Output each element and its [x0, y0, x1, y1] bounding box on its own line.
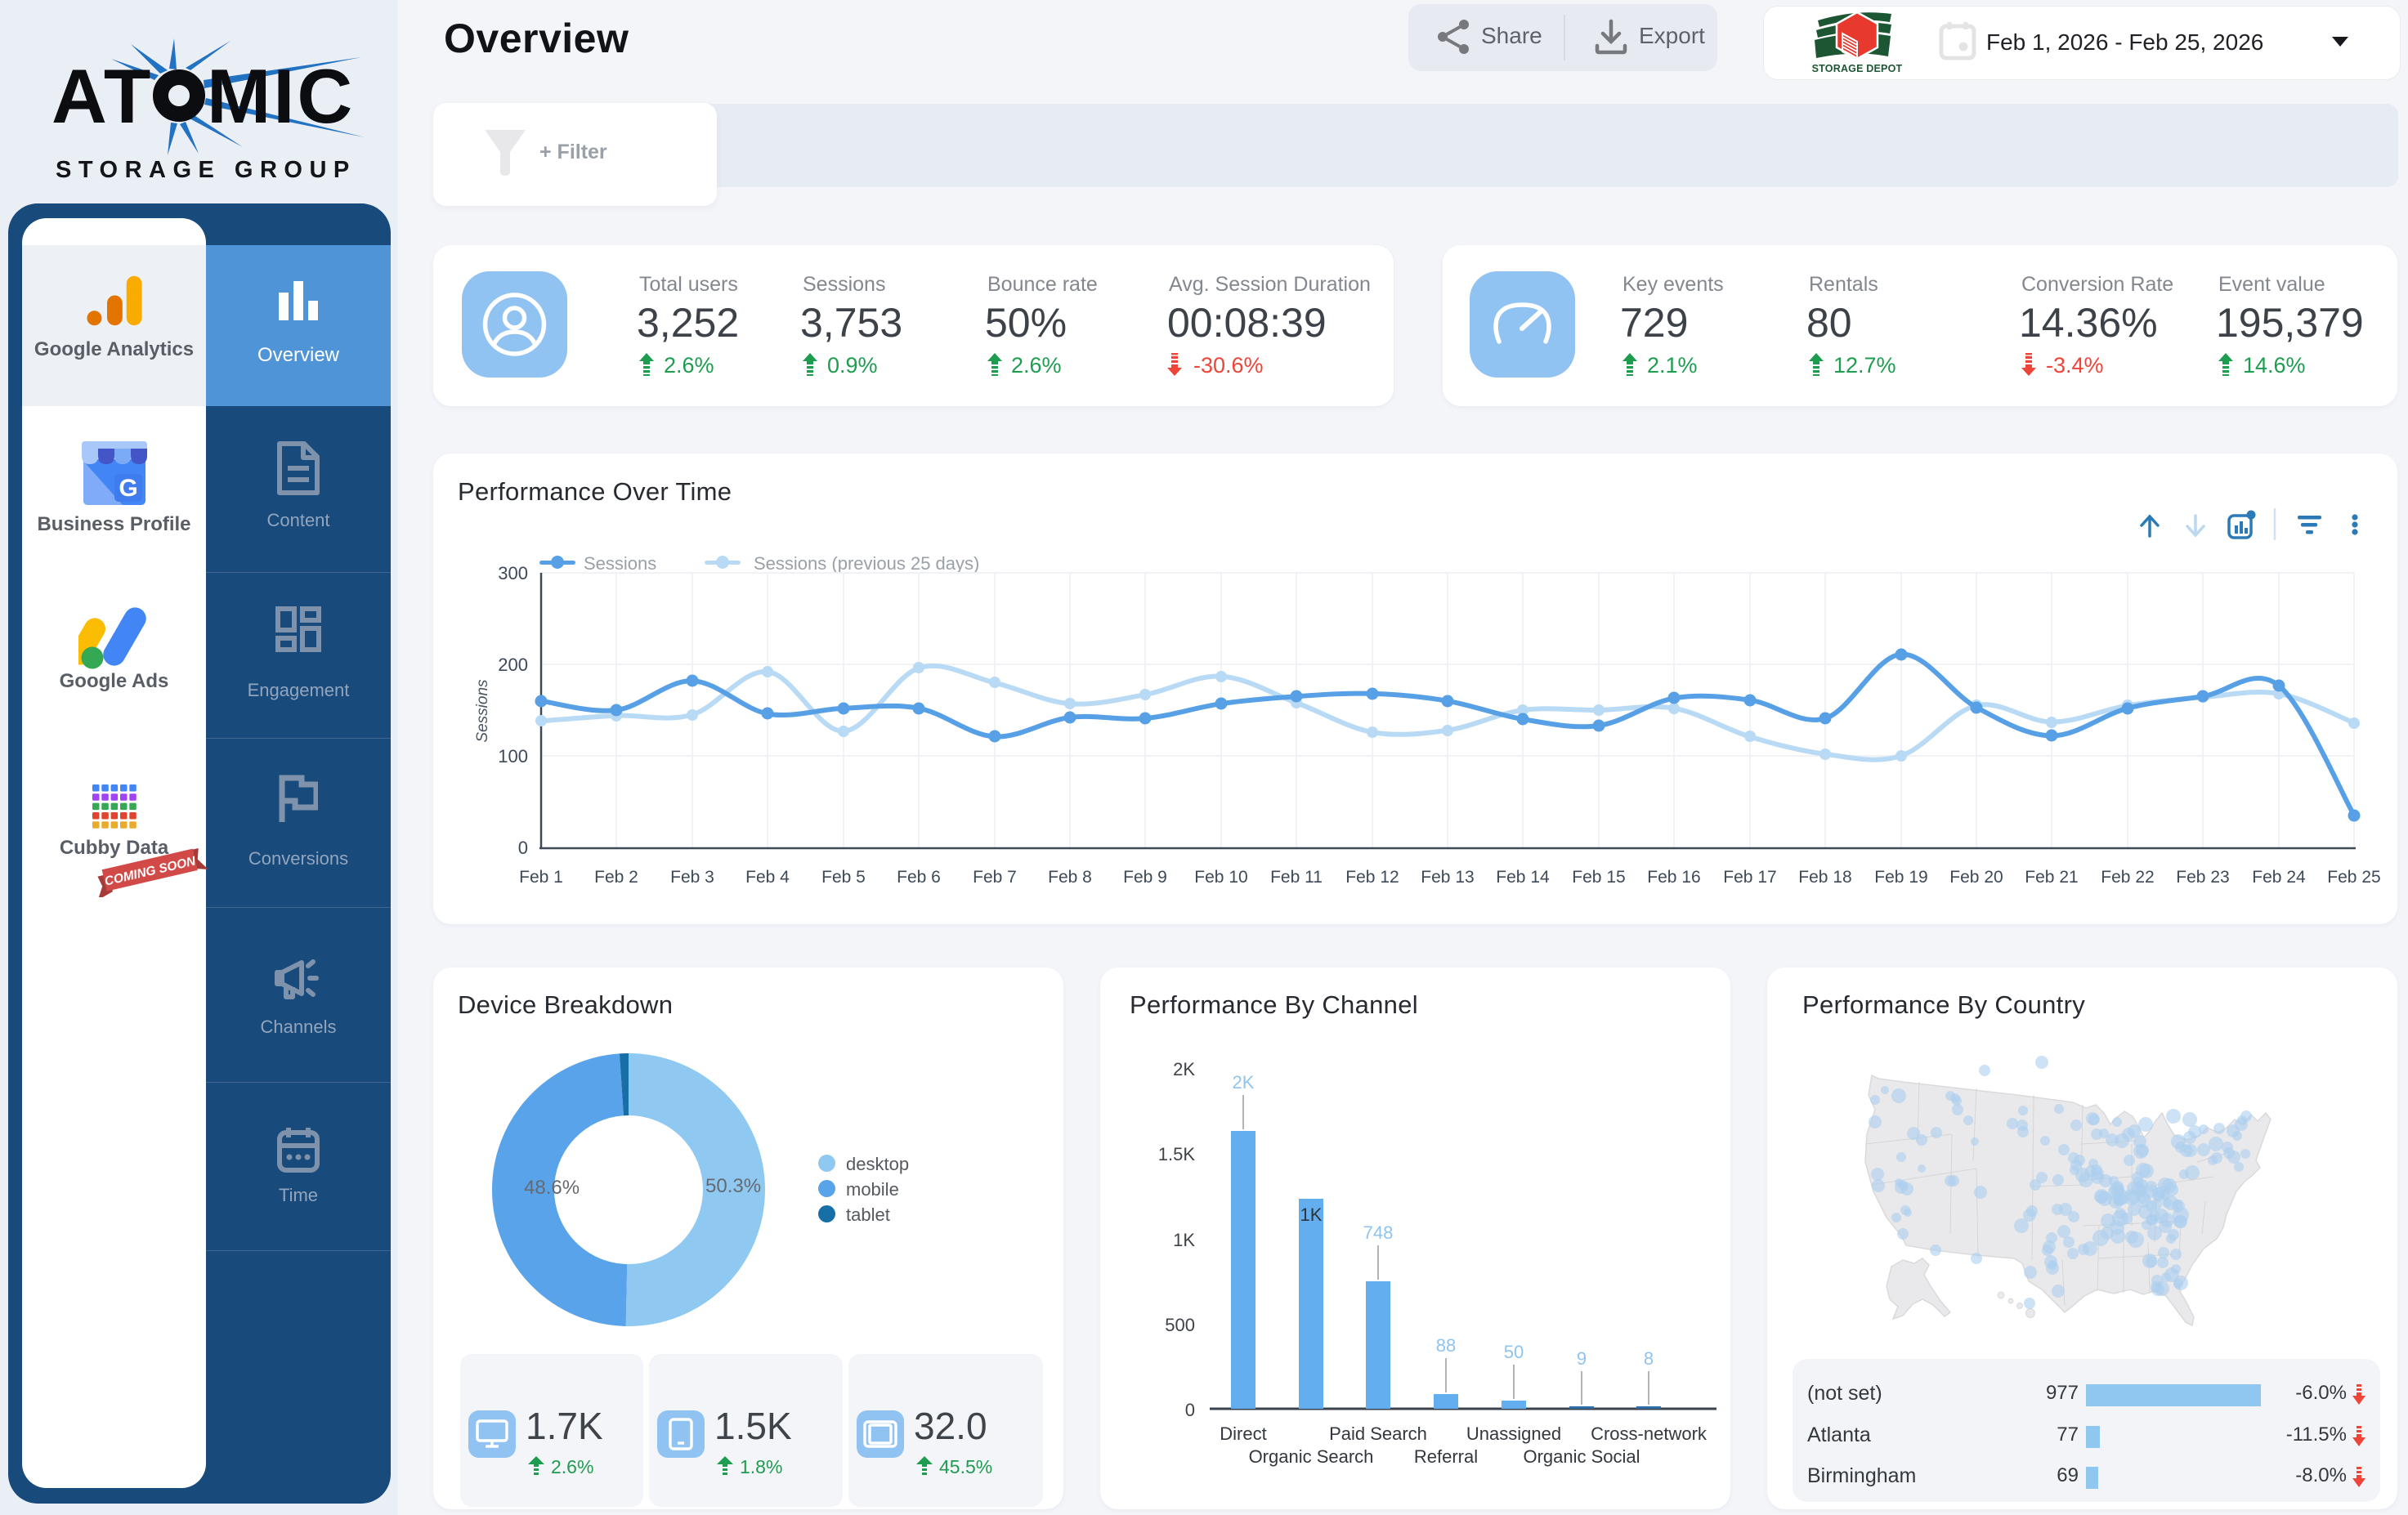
- svg-text:9: 9: [1577, 1348, 1587, 1369]
- svg-text:88: 88: [1436, 1335, 1456, 1356]
- svg-text:Unassigned: Unassigned: [1466, 1423, 1561, 1444]
- svg-text:Feb 15: Feb 15: [1572, 868, 1625, 887]
- svg-text:Feb 19: Feb 19: [1874, 868, 1927, 887]
- svg-text:Direct: Direct: [1220, 1423, 1266, 1444]
- svg-text:Feb 25: Feb 25: [2327, 868, 2380, 887]
- svg-text:MIC: MIC: [207, 53, 355, 139]
- svg-text:Feb 10: Feb 10: [1194, 868, 1247, 887]
- svg-text:Feb 14: Feb 14: [1496, 868, 1550, 887]
- svg-text:Feb 24: Feb 24: [2252, 868, 2306, 887]
- svg-text:Feb 11: Feb 11: [1270, 868, 1323, 887]
- svg-text:Organic Social: Organic Social: [1523, 1446, 1640, 1467]
- svg-text:0: 0: [1185, 1400, 1195, 1420]
- svg-text:Feb 7: Feb 7: [973, 868, 1017, 887]
- svg-text:Sessions: Sessions: [474, 679, 491, 743]
- svg-text:2K: 2K: [1233, 1072, 1255, 1093]
- svg-text:300: 300: [498, 563, 528, 583]
- svg-text:AT: AT: [51, 53, 153, 139]
- svg-text:Feb 21: Feb 21: [2025, 868, 2078, 887]
- svg-text:1K: 1K: [1300, 1204, 1323, 1225]
- svg-text:Feb 2: Feb 2: [594, 868, 638, 887]
- svg-text:STORAGE GROUP: STORAGE GROUP: [56, 157, 356, 183]
- svg-text:1.5K: 1.5K: [1158, 1144, 1196, 1164]
- svg-text:Feb 17: Feb 17: [1723, 868, 1776, 887]
- svg-text:748: 748: [1363, 1222, 1394, 1243]
- svg-text:200: 200: [498, 655, 528, 675]
- svg-text:Feb 22: Feb 22: [2101, 868, 2154, 887]
- svg-text:0: 0: [518, 838, 528, 858]
- svg-text:Feb 23: Feb 23: [2176, 868, 2229, 887]
- svg-text:Feb 3: Feb 3: [670, 868, 714, 887]
- svg-text:Feb 4: Feb 4: [745, 868, 790, 887]
- svg-text:Feb 5: Feb 5: [821, 868, 866, 887]
- svg-text:Feb 16: Feb 16: [1647, 868, 1700, 887]
- svg-text:100: 100: [498, 746, 528, 766]
- svg-text:Feb 8: Feb 8: [1048, 868, 1092, 887]
- svg-text:Feb 1: Feb 1: [519, 868, 563, 887]
- svg-text:2K: 2K: [1173, 1059, 1195, 1079]
- svg-text:8: 8: [1644, 1348, 1654, 1369]
- svg-text:50: 50: [1504, 1342, 1524, 1362]
- svg-text:Feb 13: Feb 13: [1421, 868, 1474, 887]
- svg-text:Paid Search: Paid Search: [1329, 1423, 1427, 1444]
- svg-text:Feb 6: Feb 6: [897, 868, 941, 887]
- svg-text:G: G: [119, 475, 137, 502]
- svg-text:Feb 18: Feb 18: [1798, 868, 1851, 887]
- svg-text:Sessions: Sessions: [584, 553, 656, 574]
- svg-text:Referral: Referral: [1414, 1446, 1478, 1467]
- svg-text:Organic Search: Organic Search: [1249, 1446, 1374, 1467]
- svg-text:STORAGE DEPOT: STORAGE DEPOT: [1812, 63, 1903, 74]
- svg-text:Feb 9: Feb 9: [1123, 868, 1167, 887]
- svg-text:Cross-network: Cross-network: [1591, 1423, 1708, 1444]
- svg-text:1K: 1K: [1173, 1230, 1195, 1250]
- svg-text:Feb 12: Feb 12: [1345, 868, 1399, 887]
- svg-text:500: 500: [1165, 1315, 1195, 1335]
- svg-text:Sessions (previous 25 days): Sessions (previous 25 days): [754, 553, 979, 574]
- svg-text:Feb 20: Feb 20: [1949, 868, 2003, 887]
